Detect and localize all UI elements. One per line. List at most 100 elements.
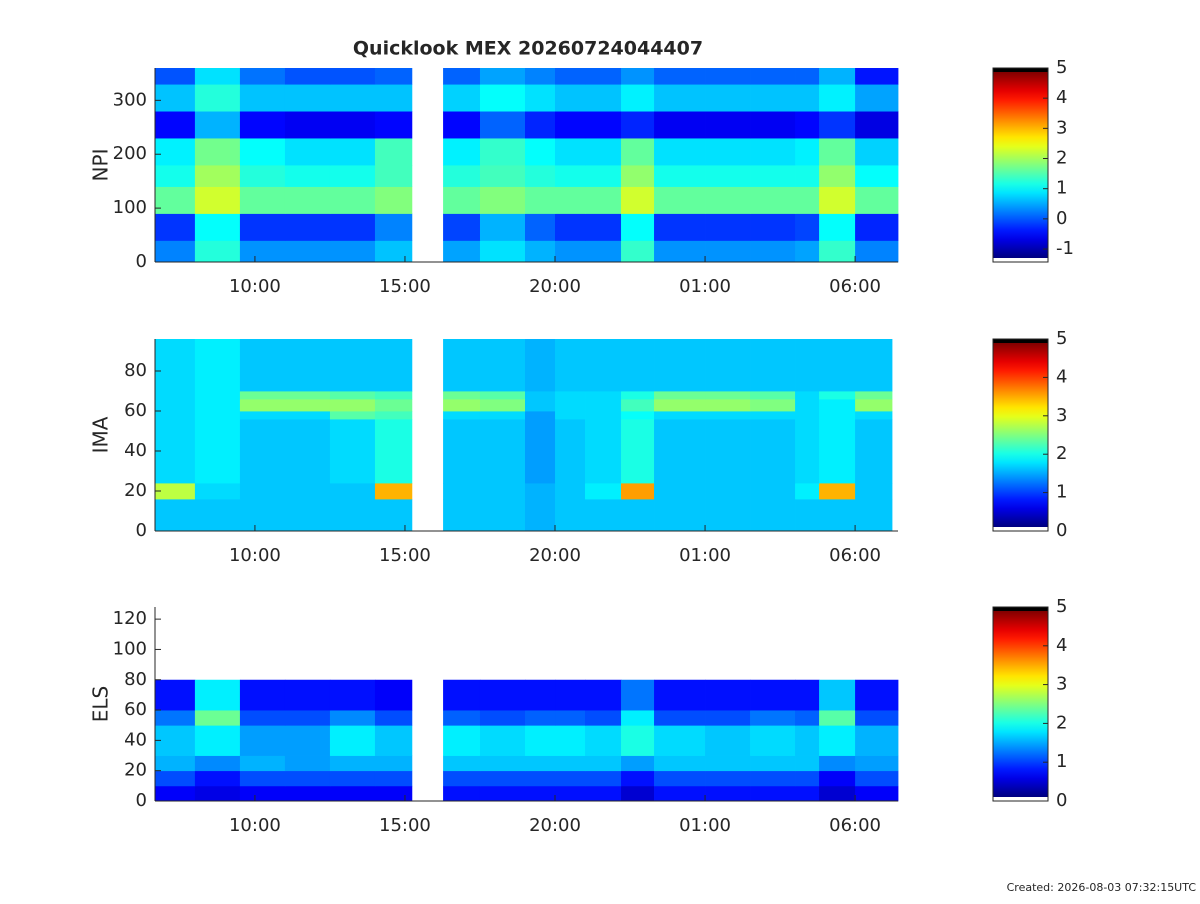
heatmap-cell xyxy=(443,111,481,139)
heatmap-cell xyxy=(155,679,196,711)
heatmap-cell xyxy=(705,399,751,412)
heatmap-cell xyxy=(621,483,655,500)
heatmap-cell xyxy=(284,679,331,711)
heatmap-cell xyxy=(585,770,622,787)
y-tick-label: 80 xyxy=(124,669,147,690)
heatmap-cell xyxy=(443,68,481,85)
heatmap-cell xyxy=(443,755,481,772)
heatmap-cell xyxy=(239,499,286,532)
heatmap-cell xyxy=(585,186,622,214)
heatmap-cell xyxy=(239,240,286,263)
heatmap-cell xyxy=(329,84,376,112)
heatmap-cell xyxy=(374,391,413,400)
heatmap-cell xyxy=(524,186,556,214)
heatmap-cell xyxy=(329,391,376,400)
heatmap-cell xyxy=(194,138,241,166)
colorbar-frame xyxy=(992,606,1049,802)
heatmap-cell xyxy=(374,785,413,802)
colorbar-overflow xyxy=(993,339,1048,343)
heatmap-cell xyxy=(705,710,751,726)
heatmap-cell xyxy=(284,111,331,139)
heatmap-cell xyxy=(239,785,286,802)
heatmap-cell xyxy=(621,84,655,112)
heatmap-cell xyxy=(443,710,481,726)
heatmap-cell xyxy=(819,785,856,802)
heatmap-cell xyxy=(795,483,820,500)
heatmap-cell xyxy=(443,725,481,756)
heatmap-cell xyxy=(374,411,413,420)
y-tick-label: 40 xyxy=(124,440,147,461)
heatmap-cell xyxy=(654,391,706,400)
heatmap-cell xyxy=(555,679,586,711)
heatmap-cell xyxy=(239,725,286,756)
heatmap-cell xyxy=(329,419,376,484)
heatmap-cell xyxy=(819,499,856,532)
heatmap-cell xyxy=(194,186,241,214)
colorbar-tick-label: -1 xyxy=(1056,238,1074,259)
heatmap-cell xyxy=(329,499,376,532)
colorbar-tick-label: 5 xyxy=(1056,57,1067,78)
heatmap-cell xyxy=(479,399,526,412)
heatmap-cell xyxy=(555,411,586,420)
heatmap-cell xyxy=(374,68,413,85)
heatmap-cell xyxy=(284,165,331,187)
heatmap-cell xyxy=(194,84,241,112)
heatmap-cell xyxy=(479,186,526,214)
heatmap-cell xyxy=(585,725,622,756)
heatmap-cell xyxy=(819,710,856,726)
heatmap-cell xyxy=(795,710,820,726)
heatmap-cell xyxy=(155,84,196,112)
x-tick-label: 20:00 xyxy=(529,276,581,297)
heatmap-cell xyxy=(555,483,586,500)
heatmap-cell xyxy=(795,785,820,802)
heatmap-cell xyxy=(329,138,376,166)
heatmap-cell xyxy=(705,725,751,756)
heatmap-cell xyxy=(750,111,796,139)
heatmap-cell xyxy=(374,399,413,412)
heatmap-cell xyxy=(621,391,655,400)
heatmap-cell xyxy=(750,399,796,412)
heatmap-cell xyxy=(479,679,526,711)
heatmap-cell xyxy=(705,785,751,802)
heatmap-cell xyxy=(705,411,751,420)
heatmap-cell xyxy=(443,186,481,214)
colorbar-tick-label: 2 xyxy=(1056,148,1067,169)
heatmap-cell xyxy=(524,725,556,756)
heatmap-cell xyxy=(479,391,526,400)
heatmap-cell xyxy=(555,213,586,241)
heatmap-cell xyxy=(443,391,481,400)
heatmap-cell xyxy=(479,419,526,484)
heatmap-cell xyxy=(750,339,796,392)
heatmap-cell xyxy=(795,725,820,756)
heatmap-cell xyxy=(155,755,196,772)
heatmap-cell xyxy=(585,165,622,187)
heatmap-cell xyxy=(855,138,899,166)
heatmap-cell xyxy=(194,679,241,711)
colorbar-tick-label: 0 xyxy=(1056,790,1067,811)
heatmap-cell xyxy=(524,785,556,802)
heatmap-cell xyxy=(750,186,796,214)
heatmap-cell xyxy=(239,679,286,711)
heatmap-cell xyxy=(194,68,241,85)
heatmap-cell xyxy=(855,483,893,500)
heatmap-cell xyxy=(479,111,526,139)
heatmap-cell xyxy=(443,165,481,187)
y-tick-label: 300 xyxy=(113,89,147,110)
heatmap-cell xyxy=(750,84,796,112)
heatmap-cell xyxy=(621,499,655,532)
heatmap-cell xyxy=(524,84,556,112)
heatmap-cell xyxy=(524,710,556,726)
heatmap-cell xyxy=(585,399,622,412)
heatmap-cell xyxy=(750,68,796,85)
heatmap-cell xyxy=(750,165,796,187)
x-tick-label: 01:00 xyxy=(679,545,731,566)
heatmap-cell xyxy=(585,419,622,484)
heatmap-cell xyxy=(855,391,893,400)
colorbar xyxy=(993,611,1048,797)
heatmap-cell xyxy=(654,399,706,412)
heatmap-cell xyxy=(654,68,706,85)
colorbar-overflow xyxy=(993,607,1048,611)
heatmap-cell xyxy=(855,419,893,484)
heatmap-cell xyxy=(194,411,241,420)
heatmap-cell xyxy=(621,770,655,787)
